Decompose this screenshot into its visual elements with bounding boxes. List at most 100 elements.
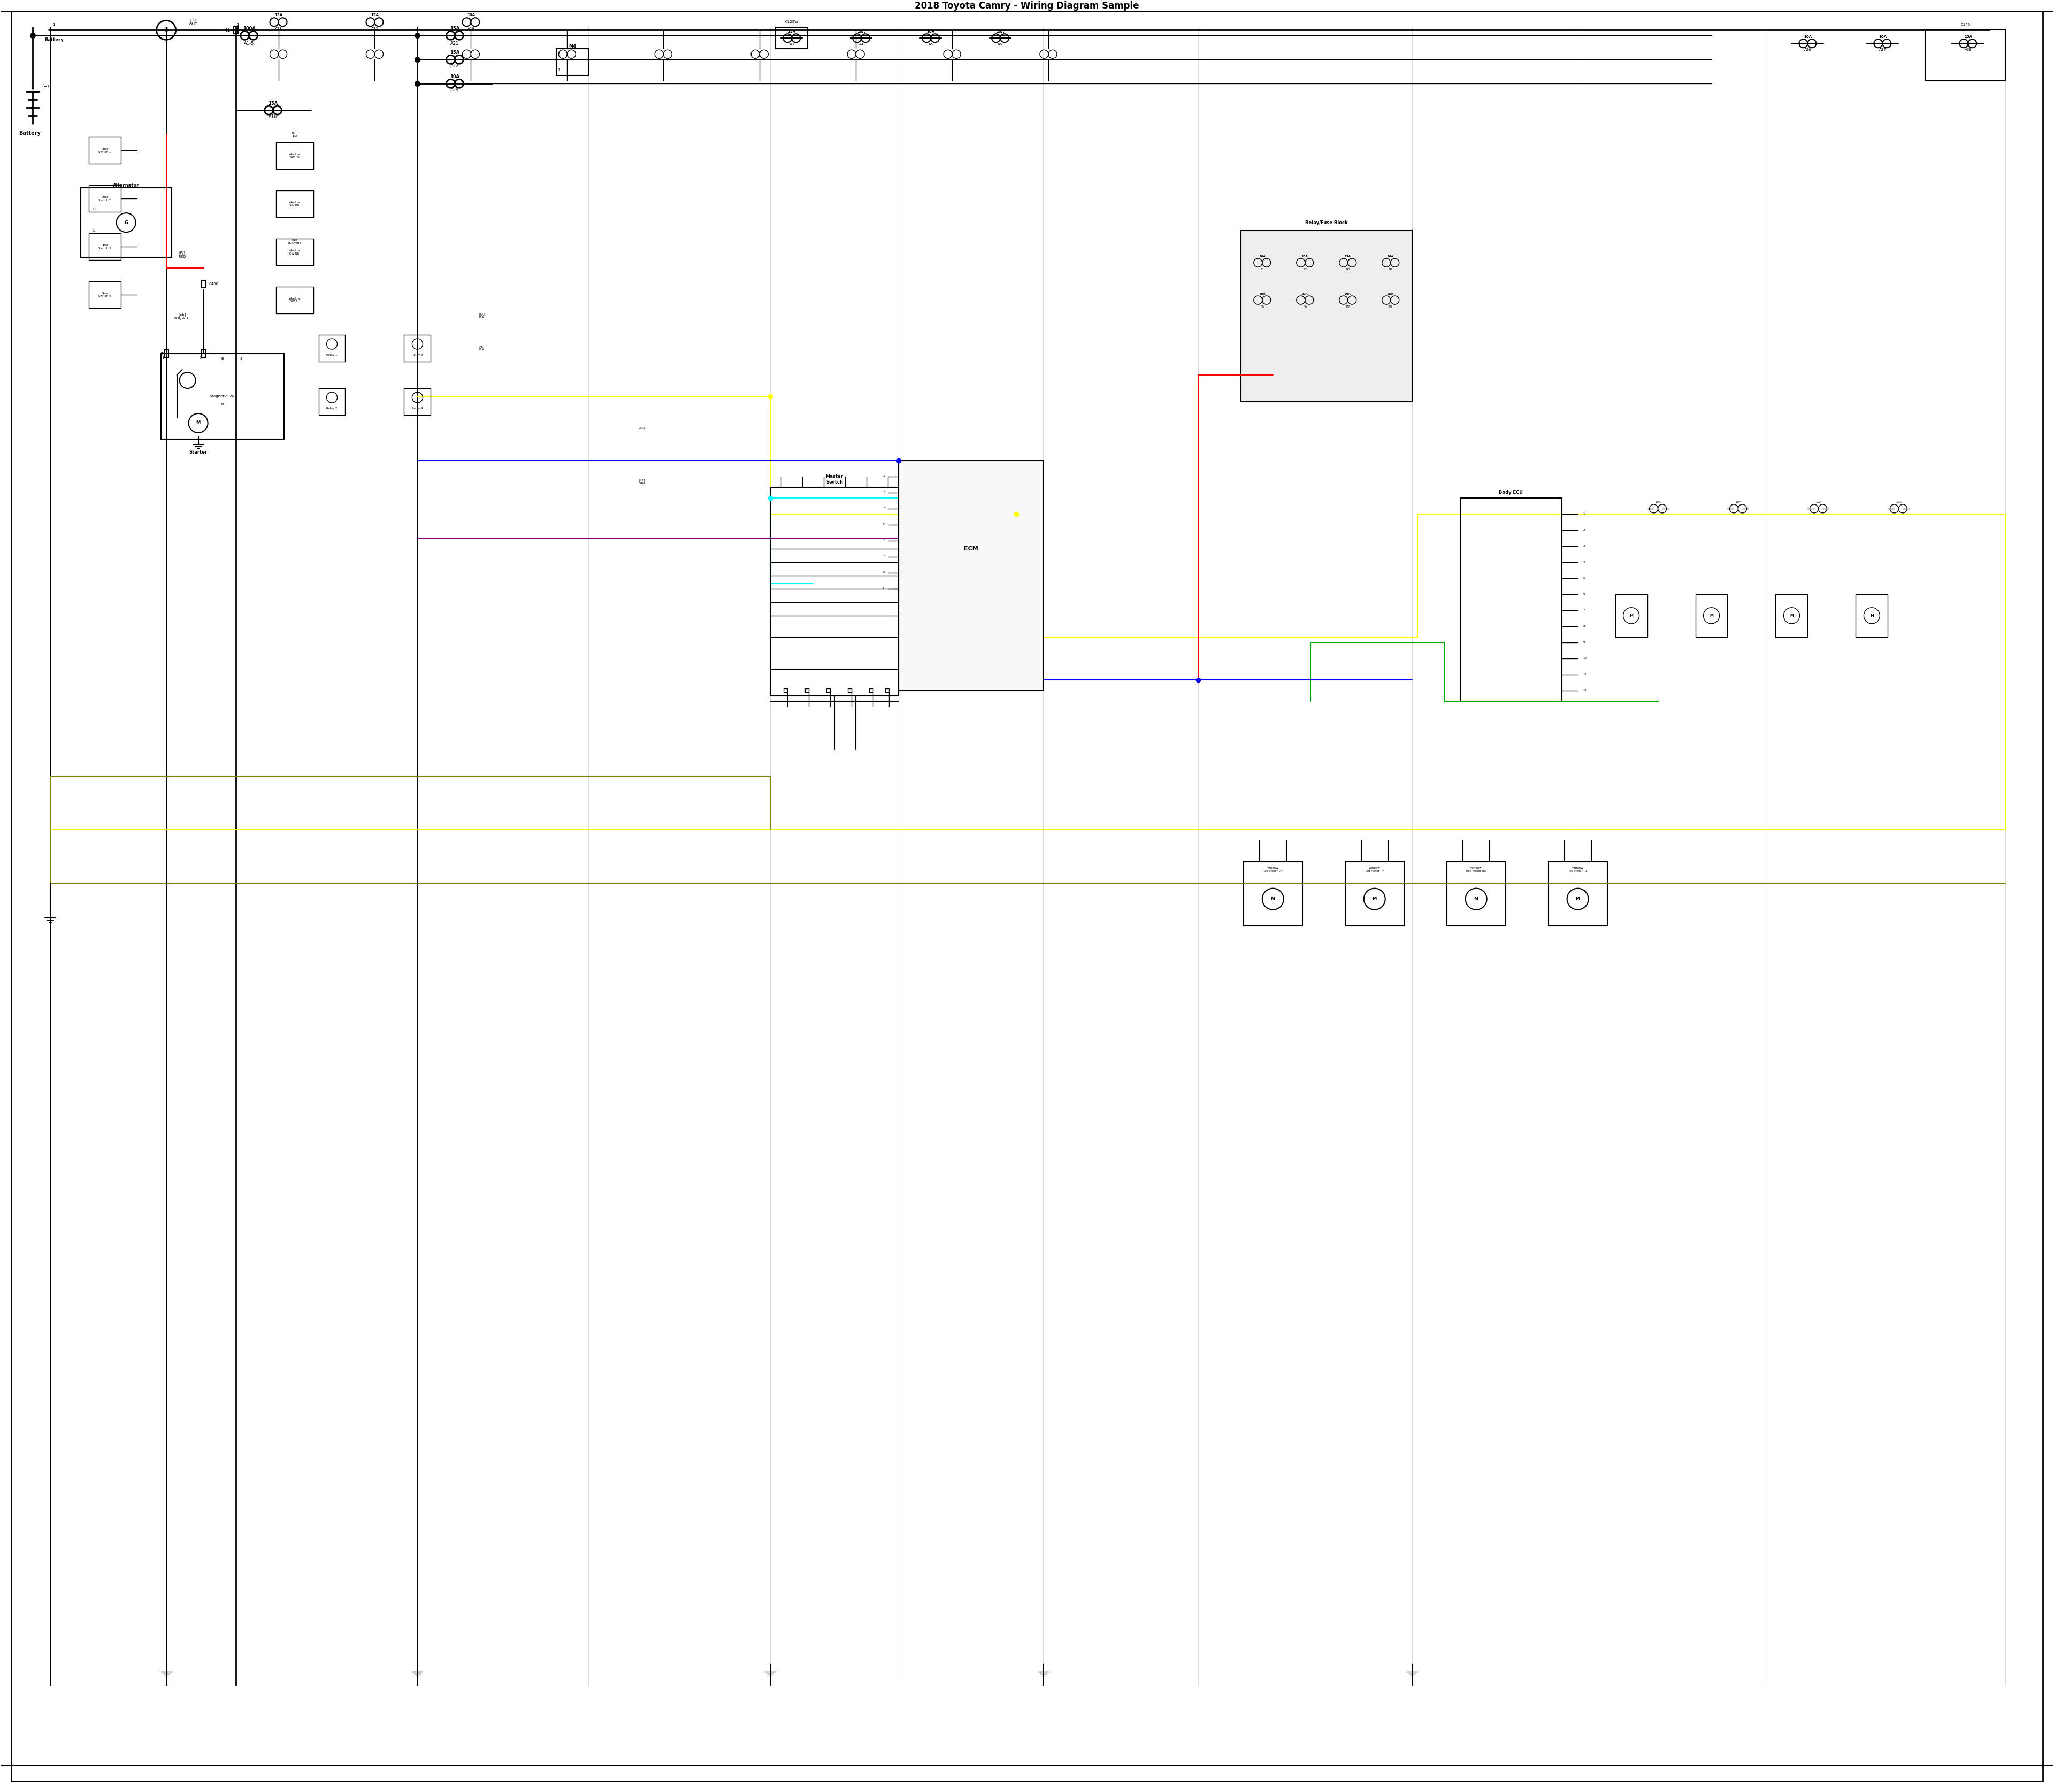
Text: R3: R3 [1345,267,1349,271]
Text: B: B [222,357,224,360]
Text: Window
SW RR: Window SW RR [290,249,300,254]
Text: Battery: Battery [18,131,41,136]
Text: Door
Switch 2: Door Switch 2 [99,195,111,201]
Text: 12: 12 [1584,690,1588,692]
Text: R4: R4 [1389,267,1393,271]
Text: Relay 4: Relay 4 [413,407,423,410]
Text: [FB]
BLK: [FB] BLK [479,346,485,351]
Text: 20A: 20A [1302,292,1308,296]
Text: M: M [1709,615,1713,616]
Text: 10A: 10A [1879,36,1886,39]
Bar [318,389,345,416]
Text: Relay/Fuse Block: Relay/Fuse Block [1304,220,1347,226]
Text: C129W: C129W [785,20,799,23]
Text: 10A: 10A [1386,254,1395,258]
Text: Battery: Battery [45,38,64,43]
Bar [1775,595,1808,636]
Bar [869,688,873,692]
Text: Door
Switch 4: Door Switch 4 [99,292,111,297]
Text: Window
SW RH: Window SW RH [290,201,300,206]
Bar [1460,498,1561,701]
Text: Master
Switch: Master Switch [826,475,844,484]
Text: 1: 1 [162,357,164,360]
Text: Body ECU: Body ECU [1499,491,1522,495]
Text: C140: C140 [1960,23,1970,27]
Bar [805,688,809,692]
Bar [1549,862,1606,926]
Text: T1: T1 [224,27,230,32]
Text: [EJ]
RED: [EJ] RED [179,251,187,258]
Text: 10A: 10A [1302,254,1308,258]
Text: M: M [195,421,201,425]
Text: 11: 11 [1584,674,1588,676]
Text: A37: A37 [1879,48,1886,52]
Text: 15A: 15A [789,30,795,34]
Text: A1-5: A1-5 [244,41,255,47]
Text: Window
Reg Motor RL: Window Reg Motor RL [1567,867,1588,873]
Text: D: D [883,523,885,527]
Bar [88,281,121,308]
Text: A6: A6 [998,43,1002,47]
Text: M: M [1869,615,1873,616]
Bar [900,461,1043,690]
Text: M: M [1475,896,1479,901]
Bar [275,287,312,314]
Bar [201,349,205,357]
Text: 10A: 10A [1656,502,1662,504]
Bar [770,487,900,695]
Text: M: M [1629,615,1633,616]
Text: Relay 3: Relay 3 [413,353,423,357]
Text: Window
SW LH: Window SW LH [290,152,300,159]
Bar [164,349,168,357]
Text: A29: A29 [450,88,460,93]
Text: 10: 10 [1584,658,1588,659]
Bar [160,353,283,439]
Bar [405,389,431,416]
Text: R7: R7 [1345,305,1349,308]
Text: [EJ]
RED: [EJ] RED [292,131,298,138]
Text: Relay 1: Relay 1 [327,353,337,357]
Text: M: M [220,403,224,407]
Text: 15A: 15A [450,50,460,56]
Bar [275,238,312,265]
Text: 15A: 15A [1345,254,1352,258]
Text: A22: A22 [372,27,378,30]
Text: 10A: 10A [450,73,460,79]
Text: A29: A29 [466,27,474,30]
Text: R2: R2 [1302,267,1306,271]
Bar [234,27,238,34]
Text: Magnetic SW: Magnetic SW [210,394,234,398]
Text: R5: R5 [1261,305,1263,308]
Bar [885,688,889,692]
Text: A21: A21 [275,27,281,30]
Text: L: L [92,229,94,233]
Text: 10A: 10A [1736,502,1742,504]
Text: 10A: 10A [466,14,474,16]
Text: R6: R6 [1302,305,1306,308]
Text: 15A: 15A [1964,36,1972,39]
Text: R1: R1 [1261,267,1263,271]
Bar [826,688,830,692]
Text: M: M [1575,896,1580,901]
Text: (+): (+) [41,84,49,88]
Text: 3: 3 [557,52,561,56]
Bar [1446,862,1506,926]
Text: T4: T4 [160,351,164,355]
Bar [785,688,787,692]
Text: H: H [883,588,885,590]
Bar [80,188,170,258]
Bar [776,27,807,48]
Text: 10A: 10A [996,30,1004,34]
Text: A38: A38 [1964,48,1972,52]
Bar [318,335,345,362]
Text: 1: 1 [53,23,55,27]
Text: Door
Switch 3: Door Switch 3 [99,244,111,249]
Text: 15A: 15A [275,14,283,16]
Text: 15A: 15A [269,100,277,106]
Bar [88,136,121,163]
Text: 100A: 100A [242,27,255,30]
Text: Window
SW RL: Window SW RL [290,297,300,303]
Bar [1614,595,1647,636]
Text: 15A: 15A [450,27,460,30]
Text: S: S [240,357,242,360]
